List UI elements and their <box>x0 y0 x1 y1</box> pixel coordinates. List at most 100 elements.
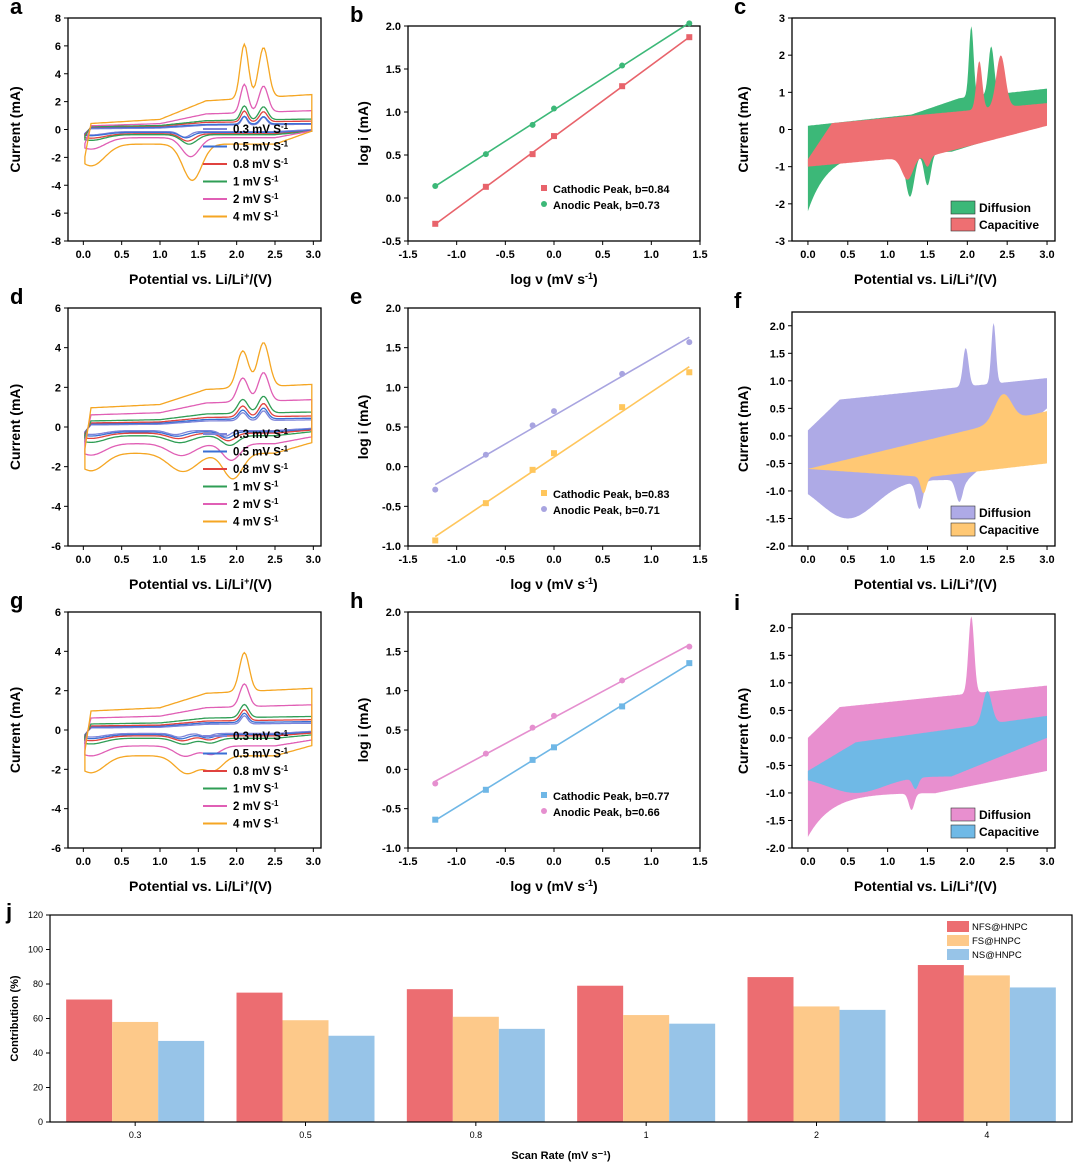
y-tick-label: 1 <box>779 87 785 99</box>
x-tick-label: 1.5 <box>191 856 206 868</box>
panel-d: d -6 -4 -2 0 2 4 6 0.0 0.5 1.0 1.5 2.0 2.5 3.0 0.3 mV S… <box>7 284 322 592</box>
data-point <box>551 105 557 112</box>
x-tick-label: 2.5 <box>1000 554 1015 566</box>
panel-f: f -2.0 -1.5 -1.0 -0.5 0.0 0.5 1.0 1.5 2.0 0.0 0.5 1.… <box>734 288 1056 592</box>
y-tick-label: -8 <box>51 236 61 248</box>
x-tick-label: 0.0 <box>76 249 91 261</box>
panel-letter: e <box>350 284 362 309</box>
y-tick-label: 4 <box>55 343 62 355</box>
x-tick-label: 2.5 <box>267 249 282 261</box>
data-point <box>482 151 489 158</box>
y-tick-label: -2.0 <box>766 843 785 855</box>
y-tick-label: 2 <box>779 50 785 62</box>
x-tick-label: 0.0 <box>800 249 815 261</box>
axes-frame <box>407 611 701 849</box>
x-tick-label: 1.5 <box>920 856 935 868</box>
x-tick-label: 2.0 <box>960 554 975 566</box>
x-tick-label: 0.3 <box>129 1130 142 1140</box>
fit-line <box>434 22 690 187</box>
data-point <box>686 369 693 376</box>
panel-letter: a <box>10 0 23 19</box>
y-tick-label: 60 <box>33 1014 43 1024</box>
x-tick-label: 3.0 <box>1039 554 1054 566</box>
x-axis-label: Potential vs. Li/Li+/(V) <box>854 878 997 894</box>
x-tick-label: 0.0 <box>546 856 561 868</box>
legend-label: Anodic Peak, b=0.71 <box>553 505 660 517</box>
x-axis-label: Scan Rate (mV s⁻¹) <box>511 1150 611 1162</box>
legend-label: Diffusion <box>979 506 1031 520</box>
panel-i: i -2.0 -1.5 -1.0 -0.5 0.0 0.5 1.0 1.5 2.0 0.0 0.5 1.… <box>734 590 1056 894</box>
x-tick-label: 1.5 <box>191 554 206 566</box>
panel-letter: i <box>734 590 740 615</box>
y-tick-label: 1.5 <box>770 348 785 360</box>
x-tick-label: 1 <box>644 1130 649 1140</box>
y-tick-label: 0.0 <box>386 764 401 776</box>
bar <box>669 1023 716 1122</box>
y-tick-label: -0.5 <box>382 236 401 248</box>
x-tick-label: -0.5 <box>496 249 515 261</box>
y-tick-label: 2.0 <box>770 623 785 635</box>
data-point <box>529 422 536 429</box>
bar <box>498 1028 545 1122</box>
data-point <box>551 408 557 415</box>
legend-swatch <box>541 792 547 798</box>
data-point <box>686 643 693 650</box>
y-tick-label: 1.5 <box>386 64 401 76</box>
y-tick-label: 0.0 <box>770 733 785 745</box>
legend-label: 0.8 mV S-1 <box>233 462 289 477</box>
x-tick-label: 0.0 <box>800 554 815 566</box>
bar <box>158 1040 205 1122</box>
bar <box>452 1016 499 1122</box>
x-tick-label: -1.0 <box>447 554 466 566</box>
data-point <box>482 500 489 507</box>
legend-label: Anodic Peak, b=0.73 <box>553 200 660 212</box>
data-point <box>432 486 439 493</box>
axes-frame <box>49 914 1073 1123</box>
capacitive-area <box>807 691 1047 793</box>
bar <box>917 965 964 1122</box>
data-point <box>529 724 536 731</box>
x-tick-label: 3.0 <box>1039 856 1054 868</box>
y-tick-label: -0.5 <box>382 501 401 513</box>
data-point <box>432 537 439 544</box>
legend-swatch <box>541 506 547 512</box>
legend-label: 4 mV S-1 <box>233 514 279 529</box>
x-tick-label: 0.5 <box>595 249 610 261</box>
y-tick-label: -1.0 <box>382 843 401 855</box>
x-tick-label: 3.0 <box>1039 249 1054 261</box>
y-tick-label: 8 <box>55 13 61 25</box>
x-tick-label: 2 <box>814 1130 819 1140</box>
data-point <box>686 34 693 41</box>
cv-curves <box>84 42 313 182</box>
x-tick-label: 1.5 <box>920 554 935 566</box>
y-tick-label: 4 <box>55 69 62 81</box>
data-point <box>619 703 626 710</box>
y-tick-label: 0.5 <box>386 422 401 434</box>
panel-letter: f <box>734 288 742 313</box>
x-tick-label: -1.5 <box>399 249 418 261</box>
y-tick-label: -1.0 <box>382 541 401 553</box>
y-tick-label: 120 <box>28 910 43 920</box>
y-tick-label: 2.0 <box>386 607 401 619</box>
y-tick-label: -1.0 <box>766 486 785 498</box>
y-tick-label: 20 <box>33 1083 43 1093</box>
data-point <box>482 786 489 793</box>
data-point <box>619 83 626 90</box>
panel-b: b -0.5 0.0 0.5 1.0 1.5 2.0 -1.5 -1.0 -0.5 0.0 0.5 1.… <box>350 2 708 287</box>
axes-frame <box>791 311 1056 547</box>
x-axis-label: Potential vs. Li/Li+/(V) <box>129 878 272 894</box>
x-tick-label: 0.0 <box>546 554 561 566</box>
legend-label: 0.5 mV S-1 <box>233 139 289 154</box>
y-tick-label: 0 <box>779 125 785 137</box>
y-tick-label: 100 <box>28 945 43 955</box>
legend-swatch <box>947 921 969 932</box>
data-point <box>551 450 557 457</box>
y-tick-label: 40 <box>33 1048 43 1058</box>
y-tick-label: 1.0 <box>770 376 785 388</box>
axes-frame <box>407 307 701 547</box>
legend-label: Diffusion <box>979 808 1031 822</box>
data-point <box>529 756 536 763</box>
x-axis-label: log ν (mV s-1) <box>510 271 597 287</box>
x-tick-label: 1.0 <box>152 249 167 261</box>
